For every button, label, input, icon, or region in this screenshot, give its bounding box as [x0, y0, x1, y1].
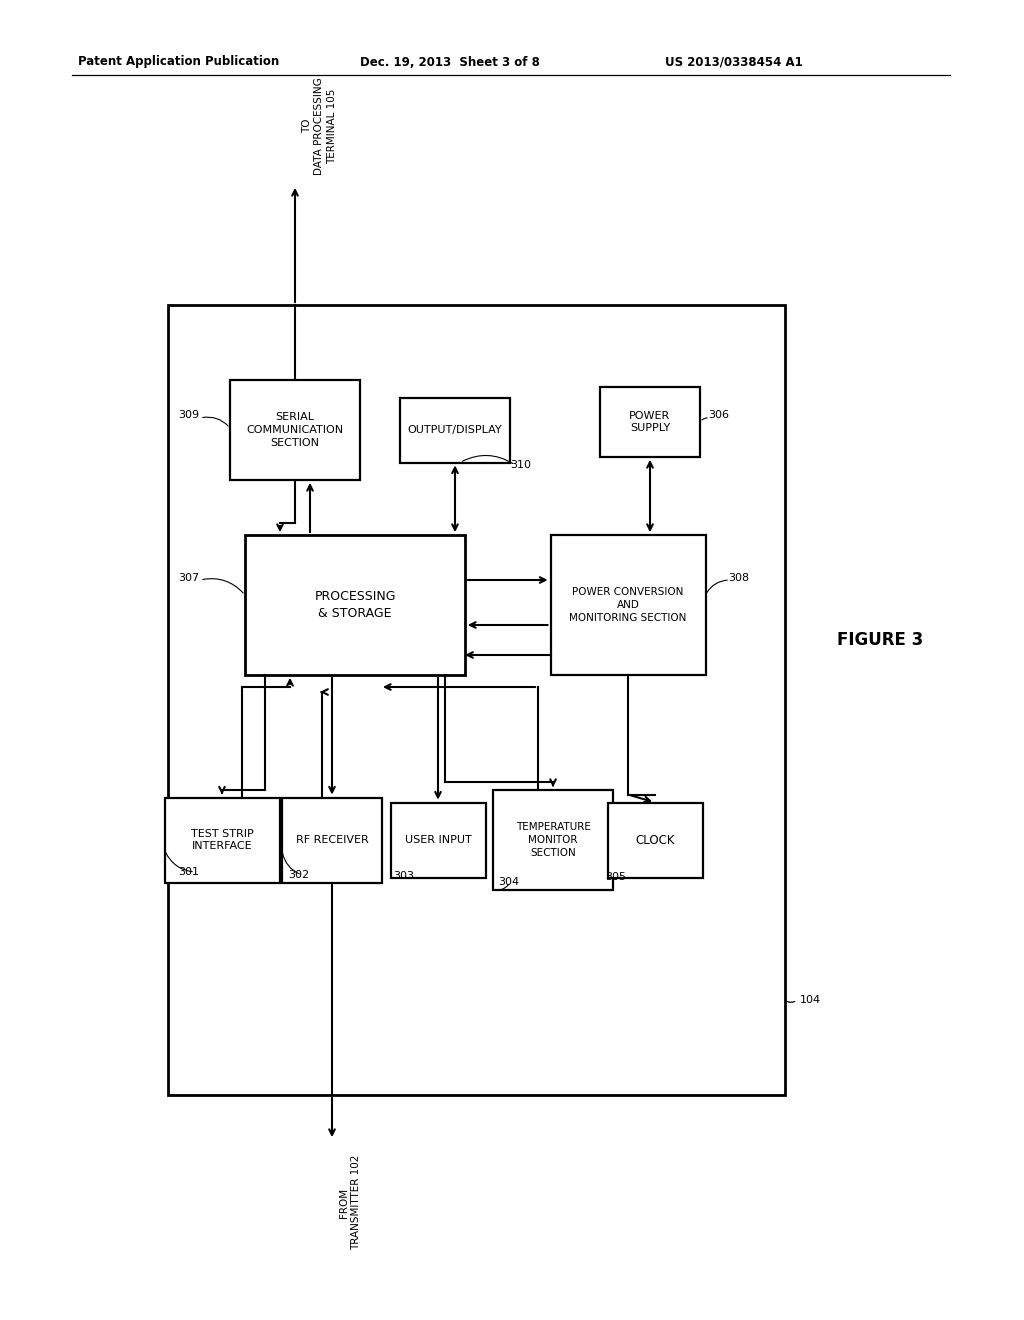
Text: POWER CONVERSION
AND
MONITORING SECTION: POWER CONVERSION AND MONITORING SECTION [569, 587, 687, 623]
Bar [245, 535, 465, 675]
Text: Patent Application Publication: Patent Application Publication [78, 55, 280, 69]
Bar [551, 535, 706, 675]
Bar [607, 803, 702, 878]
Bar [400, 397, 510, 462]
Text: TO
DATA PROCESSING
TERMINAL 105: TO DATA PROCESSING TERMINAL 105 [302, 78, 337, 176]
Bar [168, 305, 785, 1096]
Bar [165, 797, 280, 883]
Text: 301: 301 [178, 867, 199, 876]
Bar [390, 803, 485, 878]
Text: US 2013/0338454 A1: US 2013/0338454 A1 [665, 55, 803, 69]
Text: Dec. 19, 2013  Sheet 3 of 8: Dec. 19, 2013 Sheet 3 of 8 [360, 55, 540, 69]
Text: 104: 104 [800, 995, 821, 1005]
Text: POWER
SUPPLY: POWER SUPPLY [630, 411, 671, 433]
Text: 303: 303 [393, 871, 414, 880]
Text: SERIAL
COMMUNICATION
SECTION: SERIAL COMMUNICATION SECTION [247, 412, 344, 447]
Text: 305: 305 [605, 873, 626, 882]
Text: PROCESSING
& STORAGE: PROCESSING & STORAGE [314, 590, 395, 620]
Bar [230, 380, 360, 480]
Text: FIGURE 3: FIGURE 3 [837, 631, 923, 649]
Text: 310: 310 [510, 459, 531, 470]
Text: RF RECEIVER: RF RECEIVER [296, 836, 369, 845]
Text: OUTPUT/DISPLAY: OUTPUT/DISPLAY [408, 425, 503, 436]
Text: USER INPUT: USER INPUT [404, 836, 471, 845]
Text: 309: 309 [178, 411, 199, 420]
Text: 308: 308 [728, 573, 750, 583]
Text: 304: 304 [498, 876, 519, 887]
Text: CLOCK: CLOCK [635, 833, 675, 846]
Text: FROM
TRANSMITTER 102: FROM TRANSMITTER 102 [339, 1155, 361, 1250]
Text: 306: 306 [708, 411, 729, 420]
Text: TEST STRIP
INTERFACE: TEST STRIP INTERFACE [190, 829, 253, 851]
Bar [493, 789, 613, 890]
Text: 307: 307 [178, 573, 199, 583]
Text: 302: 302 [288, 870, 309, 880]
Bar [282, 797, 382, 883]
Text: TEMPERATURE
MONITOR
SECTION: TEMPERATURE MONITOR SECTION [515, 822, 591, 858]
Bar [600, 387, 700, 457]
